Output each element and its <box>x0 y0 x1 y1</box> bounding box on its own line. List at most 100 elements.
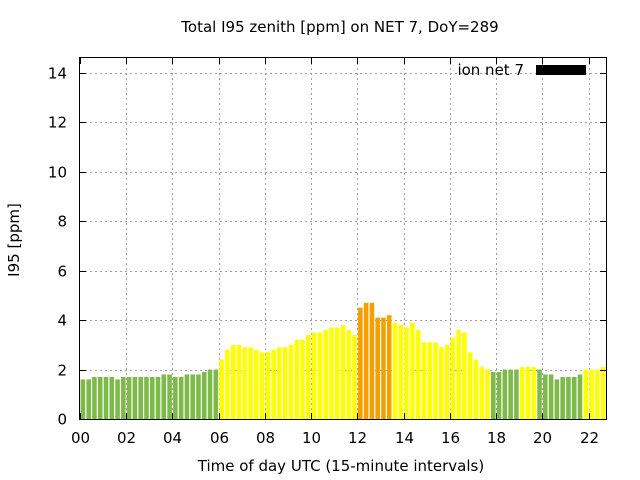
x-tick-label: 20 <box>533 429 552 447</box>
bar <box>155 376 161 419</box>
bar <box>525 367 531 419</box>
bar <box>352 334 357 419</box>
bar <box>149 376 155 419</box>
bar <box>410 322 415 419</box>
bar <box>485 369 490 419</box>
bar <box>306 334 311 419</box>
bar <box>225 349 230 419</box>
bar <box>80 379 86 419</box>
x-tick-label: 06 <box>210 429 229 447</box>
bar <box>126 376 132 419</box>
bar <box>248 347 253 419</box>
bar <box>259 352 265 419</box>
bar <box>566 376 571 419</box>
bar <box>300 339 305 419</box>
bar <box>531 367 537 419</box>
bar <box>404 327 409 419</box>
bar <box>173 376 178 419</box>
bar <box>427 342 432 419</box>
bar <box>86 379 91 419</box>
bar <box>236 344 242 419</box>
bar <box>103 376 109 419</box>
bar <box>201 372 207 419</box>
bar <box>456 329 461 419</box>
x-tick-label: 08 <box>256 429 275 447</box>
bar <box>97 376 103 419</box>
bar <box>109 376 115 419</box>
x-tick-label: 10 <box>302 429 321 447</box>
bar <box>583 369 589 419</box>
bar <box>184 374 190 419</box>
bar <box>508 369 513 419</box>
bar <box>230 344 236 419</box>
bar <box>132 376 138 419</box>
bar <box>115 379 120 419</box>
bar <box>121 376 126 419</box>
bar <box>92 376 97 419</box>
x-tick-label: 00 <box>71 429 90 447</box>
bar <box>433 342 438 419</box>
y-tick-label: 6 <box>57 263 67 281</box>
bar <box>519 367 525 419</box>
y-tick-label: 4 <box>57 312 67 330</box>
bar <box>138 376 143 419</box>
bar <box>450 337 456 419</box>
bar <box>496 372 502 419</box>
x-tick-label: 16 <box>441 429 460 447</box>
x-tick-label: 04 <box>163 429 182 447</box>
bar <box>514 369 519 419</box>
bar <box>207 369 213 419</box>
bar <box>340 325 346 419</box>
y-tick-label: 14 <box>48 65 67 83</box>
grid-layer <box>80 58 606 419</box>
bar <box>288 344 294 419</box>
bar <box>294 339 300 419</box>
bar <box>346 329 352 419</box>
bar <box>386 315 392 419</box>
bar <box>144 376 149 419</box>
bar <box>392 322 398 419</box>
y-tick-label: 2 <box>57 362 67 380</box>
bar <box>438 347 444 419</box>
bar <box>311 332 317 419</box>
bar <box>415 329 421 419</box>
y-tick-label: 10 <box>48 164 67 182</box>
bar <box>571 376 577 419</box>
bar <box>242 347 248 419</box>
bar <box>479 367 485 419</box>
bar <box>421 342 427 419</box>
bar <box>491 372 496 419</box>
bar <box>369 302 375 419</box>
bar <box>444 344 450 419</box>
bar <box>358 307 363 419</box>
bar <box>265 352 271 419</box>
chart-title: Total I95 zenith [ppm] on NET 7, DoY=289 <box>180 18 498 36</box>
bar <box>254 349 259 419</box>
bar <box>161 374 167 419</box>
x-axis-label: Time of day UTC (15-minute intervals) <box>197 457 484 475</box>
bar <box>560 376 565 419</box>
x-tick-label: 02 <box>117 429 136 447</box>
bar <box>577 374 583 419</box>
bar <box>554 379 560 419</box>
bar <box>473 359 479 419</box>
bar <box>317 332 323 419</box>
x-tick-label: 12 <box>348 429 367 447</box>
legend: ion net 7 <box>457 61 586 79</box>
bar <box>462 332 467 419</box>
bar <box>381 317 386 419</box>
bar <box>600 367 606 419</box>
bar <box>277 347 282 419</box>
bar <box>502 369 508 419</box>
bar <box>398 325 404 419</box>
bar <box>467 352 473 419</box>
bar <box>548 374 554 419</box>
bar <box>167 374 172 419</box>
y-axis-label: I95 [ppm] <box>5 203 23 277</box>
bar <box>196 374 201 419</box>
legend-label: ion net 7 <box>457 61 524 79</box>
x-tick-label: 18 <box>487 429 506 447</box>
bar <box>334 327 340 419</box>
